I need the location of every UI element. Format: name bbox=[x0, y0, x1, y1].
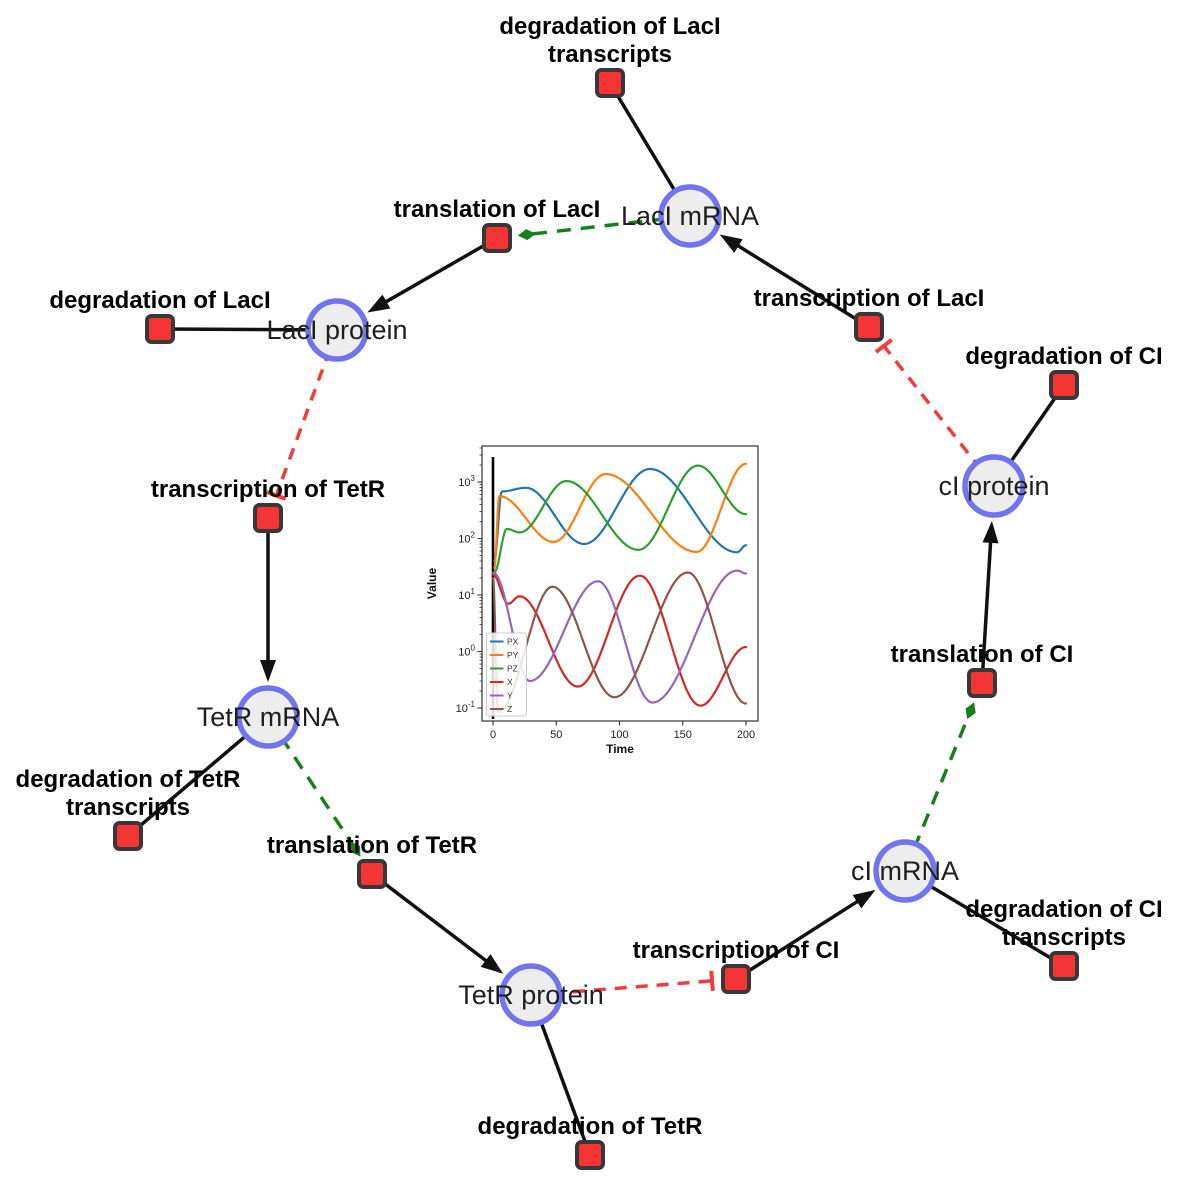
reaction-label-transcription-laci: transcription of LacI bbox=[754, 285, 985, 312]
species-node-laci-mrna bbox=[658, 184, 722, 248]
y-tick-label: 102 bbox=[458, 531, 475, 546]
reaction-label-deg-laci-transcripts: degradation of LacI bbox=[499, 13, 720, 40]
reaction-label-deg-ci-transcripts: transcripts bbox=[1002, 924, 1126, 951]
x-tick-label: 100 bbox=[610, 729, 628, 741]
legend-label-Z: Z bbox=[507, 704, 512, 714]
legend-label-X: X bbox=[507, 677, 513, 687]
reaction-node-deg-tetr-transcripts bbox=[113, 821, 143, 851]
legend-label-PY: PY bbox=[507, 650, 519, 660]
edge-product-laci-mrna-transcription-laci bbox=[729, 239, 870, 329]
reaction-node-transcription-laci bbox=[854, 312, 884, 342]
inhibition-bar bbox=[874, 338, 893, 354]
species-node-laci-protein bbox=[305, 298, 369, 362]
label-layer: degradation of LacItranscriptstranslatio… bbox=[16, 13, 1163, 1140]
reaction-node-deg-ci-transcripts bbox=[1049, 951, 1079, 981]
reaction-node-deg-laci bbox=[145, 314, 175, 344]
product-arrowhead bbox=[852, 889, 876, 909]
reaction-label-transcription-tetr: transcription of TetR bbox=[151, 476, 385, 503]
species-label-laci-mrna: LacI mRNA bbox=[621, 201, 759, 231]
reaction-label-deg-ci: degradation of CI bbox=[965, 343, 1162, 370]
inhibition-bar bbox=[709, 970, 715, 991]
reaction-label-deg-laci: degradation of LacI bbox=[49, 287, 270, 314]
modifier-arrowhead bbox=[517, 229, 536, 241]
reaction-label-translation-ci: translation of CI bbox=[891, 641, 1074, 668]
reaction-label-translation-tetr: translation of TetR bbox=[267, 832, 477, 859]
reaction-label-translation-laci: translation of LacI bbox=[394, 196, 601, 223]
x-tick-label: 150 bbox=[674, 729, 692, 741]
species-node-tetr-protein bbox=[499, 963, 563, 1027]
legend-label-PZ: PZ bbox=[507, 664, 518, 674]
node-layer bbox=[113, 68, 1079, 1170]
species-node-ci-protein bbox=[962, 454, 1026, 518]
y-tick-label: 100 bbox=[458, 644, 475, 659]
x-tick-label: 200 bbox=[737, 729, 755, 741]
y-tick-label: 10-1 bbox=[456, 700, 476, 715]
edge-product-tetr-protein-translation-tetr bbox=[370, 872, 495, 968]
inhibition-bar bbox=[266, 490, 287, 501]
reaction-label-transcription-ci: transcription of CI bbox=[633, 937, 840, 964]
legend-label-PX: PX bbox=[507, 637, 519, 647]
edge-product-ci-mrna-transcription-ci bbox=[735, 894, 867, 981]
reaction-label-deg-tetr: degradation of TetR bbox=[478, 1113, 703, 1140]
x-axis-title: Time bbox=[606, 742, 634, 756]
curve-PZ bbox=[493, 464, 748, 574]
curve-Y bbox=[491, 569, 748, 704]
reaction-node-translation-laci bbox=[482, 223, 512, 253]
modifier-arrowhead bbox=[350, 841, 361, 857]
product-arrowhead bbox=[367, 294, 391, 313]
reaction-node-transcription-tetr bbox=[253, 503, 283, 533]
reaction-node-deg-tetr bbox=[575, 1140, 605, 1170]
species-label-ci-mrna: cI mRNA bbox=[851, 856, 959, 886]
simulation-plot: 10-1 100 101 102 103 0 50 100 150 200 Time Value PX P… bbox=[425, 445, 759, 756]
product-arrowhead bbox=[982, 520, 999, 544]
product-arrowhead bbox=[480, 954, 504, 974]
reaction-node-translation-ci bbox=[967, 668, 997, 698]
species-label-tetr-mrna: TetR mRNA bbox=[197, 702, 340, 732]
species-label-ci-protein: cI protein bbox=[938, 471, 1049, 501]
legend-label-Y: Y bbox=[507, 691, 513, 701]
curve-X bbox=[491, 573, 748, 707]
product-arrowhead bbox=[719, 234, 743, 253]
reaction-node-deg-laci-transcripts bbox=[595, 68, 625, 98]
curve-PY bbox=[493, 462, 748, 570]
curve-PX bbox=[493, 467, 748, 563]
y-axis-title: Value bbox=[425, 568, 439, 600]
species-node-ci-mrna bbox=[873, 839, 937, 903]
reaction-label-deg-laci-transcripts: transcripts bbox=[548, 41, 672, 68]
reaction-node-translation-tetr bbox=[357, 859, 387, 889]
reaction-label-deg-ci-transcripts: degradation of CI bbox=[965, 896, 1162, 923]
reaction-node-transcription-ci bbox=[721, 964, 751, 994]
reaction-label-deg-tetr-transcripts: transcripts bbox=[66, 794, 190, 821]
edge-product-laci-protein-translation-laci bbox=[376, 236, 498, 309]
reaction-label-deg-tetr-transcripts: degradation of TetR bbox=[16, 766, 241, 793]
y-tick-label: 101 bbox=[458, 587, 475, 602]
reaction-node-deg-ci bbox=[1049, 370, 1079, 400]
product-arrowhead bbox=[260, 660, 276, 682]
species-label-laci-protein: LacI protein bbox=[266, 315, 407, 345]
curve-Z bbox=[491, 571, 748, 714]
x-tick-label: 50 bbox=[550, 729, 562, 741]
species-node-tetr-mrna bbox=[236, 685, 300, 749]
edge-product-ci-protein-translation-ci bbox=[980, 532, 993, 684]
species-label-tetr-protein: TetR protein bbox=[458, 980, 604, 1010]
x-tick-label: 0 bbox=[490, 729, 496, 741]
modifier-arrowhead bbox=[965, 702, 976, 720]
y-tick-label: 103 bbox=[458, 474, 475, 489]
